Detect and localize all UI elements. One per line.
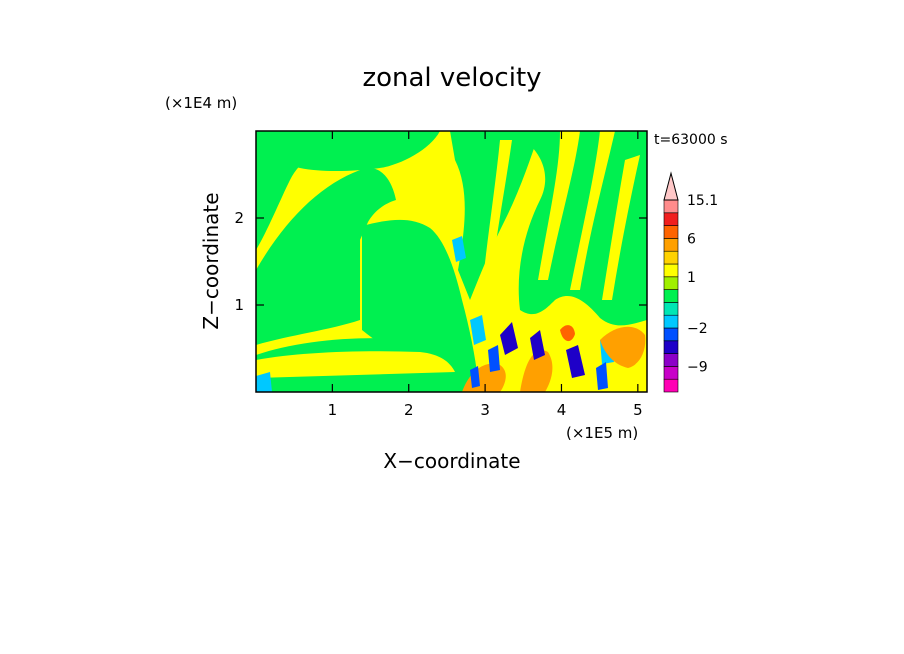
colorbar-segment [663,340,679,354]
contour-region-blue-1 [500,322,518,355]
contour-region-orange-4 [560,325,575,342]
plot-area [256,131,647,392]
contour-streak-yellow-4 [482,140,512,290]
colorbar-label: 15.1 [687,193,718,209]
contour-streak-yellow-1 [538,131,580,280]
contour-region-orange-3 [600,326,646,368]
contour-region-blue-4 [488,345,500,372]
colorbar-segment [663,225,679,239]
colorbar-segment [663,199,679,214]
colorbar-segment [663,327,679,342]
contour-region-orange-2 [520,350,553,392]
colorbar-label: −9 [687,359,708,375]
colorbar-segment [663,276,679,290]
contour-region-blue-6 [470,366,480,388]
colorbar-segment [663,212,679,226]
contour-region-green-top-band [270,131,440,171]
contour-region-blue-5 [596,362,608,390]
colorbar-extension [663,171,679,201]
x-tick-label: 3 [480,401,490,419]
colorbar-segment [663,378,679,393]
y-axis-label: Z−coordinate [199,192,223,329]
y-axis: 12 [234,209,647,314]
y-tick-label: 1 [234,296,244,314]
contour-region-green-mid-wedge [256,168,396,345]
y-scale-label: (×1E4 m) [165,94,237,112]
contour-region-green-upper-left [256,131,330,250]
time-label: t=63000 s [654,132,728,148]
plot-frame [255,130,648,393]
colorbar-label: −2 [687,321,708,337]
colorbar-segment [663,353,679,367]
colorbar-segment [663,366,679,380]
colorbar-segment [663,263,679,278]
contour-region-blue-2 [530,330,545,360]
contour-region-blue-3 [566,345,585,378]
colorbar-segment [663,314,679,329]
colorbar-segment [663,302,679,316]
x-scale-label: (×1E5 m) [566,424,638,442]
x-tick-label: 2 [404,401,414,419]
x-axis-label: X−coordinate [383,449,520,473]
colorbar-label: 6 [687,231,696,247]
x-tick-label: 4 [557,401,567,419]
colorbar-segment [663,250,679,265]
contour-region-cyan-3 [470,315,486,345]
contour-streak-yellow-3 [602,155,640,300]
contour-region-cyan-1 [452,236,466,262]
contour-streak-yellow-2 [570,131,615,290]
colorbar-segment [663,289,679,303]
colorbar-segment [663,238,679,252]
x-axis: 1 2 3 4 5 [328,131,643,419]
contour-region-cyan-2 [256,372,272,392]
contour-streak-yellow-5 [256,351,455,378]
x-tick-label: 1 [328,401,338,419]
y-tick-label: 2 [234,209,244,227]
chart-title: zonal velocity [362,63,541,93]
colorbar-label: 1 [687,270,696,286]
x-tick-label: 5 [633,401,643,419]
colorbar: 15.1 6 1 −2 −9 [663,171,718,393]
